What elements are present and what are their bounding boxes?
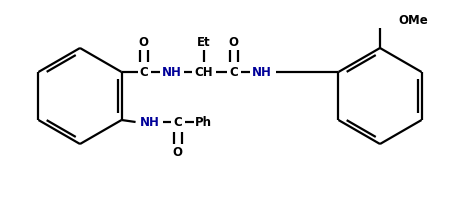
Text: O: O: [138, 36, 149, 49]
Text: Ph: Ph: [195, 116, 212, 129]
Text: C: C: [139, 66, 148, 79]
Text: O: O: [228, 36, 239, 49]
Text: NH: NH: [140, 116, 159, 129]
Text: CH: CH: [194, 66, 213, 79]
Text: O: O: [173, 146, 182, 159]
Text: NH: NH: [252, 66, 272, 79]
Text: C: C: [173, 116, 182, 129]
Text: Et: Et: [197, 36, 211, 49]
Text: NH: NH: [162, 66, 182, 79]
Text: C: C: [229, 66, 238, 79]
Text: OMe: OMe: [398, 14, 428, 27]
